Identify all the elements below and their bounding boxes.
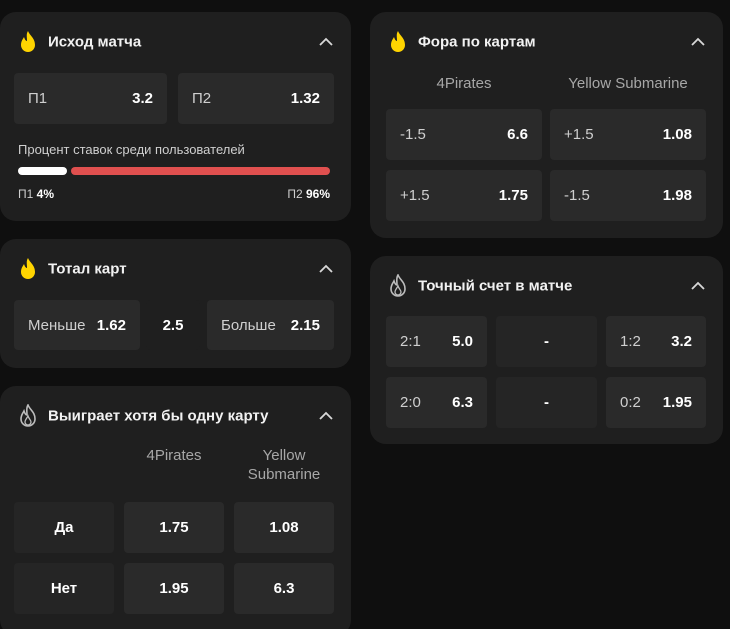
total-title: Тотал карт bbox=[48, 260, 127, 278]
exact-score-button[interactable]: 0:2 1.95 bbox=[606, 377, 706, 428]
total-under-button[interactable]: Меньше 1.62 bbox=[14, 300, 140, 350]
win-one-row-label: Да bbox=[14, 502, 114, 553]
exact-score-button[interactable]: 2:1 5.0 bbox=[386, 316, 487, 367]
handicap-card: Фора по картам 4Pirates Yellow Submarine… bbox=[370, 12, 723, 238]
exact-score-button[interactable]: 1:2 3.2 bbox=[606, 316, 706, 367]
total-under-label: Меньше bbox=[28, 316, 86, 334]
p2-percent-label: П2 96% bbox=[287, 187, 330, 201]
chevron-up-icon[interactable] bbox=[691, 281, 705, 291]
win-one-team1-header: 4Pirates bbox=[146, 447, 202, 464]
total-card: Тотал карт Меньше 1.62 2.5 Больше 2.15 bbox=[0, 239, 351, 368]
outcome-p1-odd: 3.2 bbox=[132, 90, 153, 107]
handicap-team2-header: Yellow Submarine bbox=[568, 75, 688, 92]
total-over-odd: 2.15 bbox=[290, 316, 320, 334]
win-one-team2-header: Yellow Submarine bbox=[247, 447, 321, 483]
total-header[interactable]: Тотал карт bbox=[0, 239, 351, 299]
win-one-row-label: Нет bbox=[14, 563, 114, 614]
outcome-p1-button[interactable]: П1 3.2 bbox=[14, 73, 167, 124]
chevron-up-icon[interactable] bbox=[319, 37, 333, 47]
flame-icon bbox=[391, 31, 405, 52]
outcome-card: Исход матча П1 3.2 П2 1.32 Процент ставо… bbox=[0, 12, 351, 221]
chevron-up-icon[interactable] bbox=[691, 37, 705, 47]
handicap-odd-button[interactable]: -1.5 6.6 bbox=[386, 109, 542, 160]
exact-score-card: Точный счет в матче 2:1 5.0 - 1:2 3.2 2:0 6… bbox=[370, 256, 723, 444]
total-over-button[interactable]: Больше 2.15 bbox=[207, 300, 334, 350]
outcome-p2-button[interactable]: П2 1.32 bbox=[178, 73, 334, 124]
p1-percent-value: 4% bbox=[36, 187, 54, 201]
total-line-value: 2.5 bbox=[162, 316, 184, 334]
p2-percent-bar bbox=[71, 167, 330, 175]
win-one-card: Выиграет хотя бы одну карту 4Pirates Yel… bbox=[0, 386, 351, 629]
win-one-odd-button[interactable]: 6.3 bbox=[234, 563, 334, 614]
exact-score-title: Точный счет в матче bbox=[418, 277, 573, 295]
outcome-p1-label: П1 bbox=[28, 90, 48, 107]
exact-score-header[interactable]: Точный счет в матче bbox=[370, 256, 723, 316]
handicap-odd-button[interactable]: +1.5 1.08 bbox=[550, 109, 706, 160]
win-one-odd-button[interactable]: 1.08 bbox=[234, 502, 334, 553]
flame-outline-icon bbox=[390, 274, 406, 297]
flame-icon bbox=[21, 31, 35, 52]
total-line: 2.5 bbox=[146, 300, 200, 350]
outcome-title: Исход матча bbox=[48, 33, 142, 51]
total-under-odd: 1.62 bbox=[96, 316, 126, 334]
outcome-header[interactable]: Исход матча bbox=[0, 12, 351, 72]
handicap-title: Фора по картам bbox=[418, 33, 536, 51]
win-one-title: Выиграет хотя бы одну карту bbox=[48, 407, 269, 425]
win-one-header[interactable]: Выиграет хотя бы одну карту bbox=[0, 386, 351, 446]
flame-icon bbox=[21, 258, 35, 279]
handicap-odd-button[interactable]: -1.5 1.98 bbox=[550, 170, 706, 221]
win-one-odd-button[interactable]: 1.75 bbox=[124, 502, 224, 553]
chevron-up-icon[interactable] bbox=[319, 411, 333, 421]
exact-score-empty: - bbox=[496, 377, 597, 428]
outcome-p2-label: П2 bbox=[192, 90, 212, 107]
handicap-header[interactable]: Фора по картам bbox=[370, 12, 723, 72]
p1-percent-label: П1 4% bbox=[18, 187, 54, 201]
outcome-p2-odd: 1.32 bbox=[290, 90, 320, 107]
p1-percent-bar bbox=[18, 167, 67, 175]
handicap-odd-button[interactable]: +1.5 1.75 bbox=[386, 170, 542, 221]
exact-score-button[interactable]: 2:0 6.3 bbox=[386, 377, 487, 428]
chevron-up-icon[interactable] bbox=[319, 264, 333, 274]
exact-score-empty: - bbox=[496, 316, 597, 367]
flame-outline-icon bbox=[20, 404, 36, 427]
handicap-team1-header: 4Pirates bbox=[436, 75, 492, 92]
win-one-odd-button[interactable]: 1.95 bbox=[124, 563, 224, 614]
bets-percent-title: Процент ставок среди пользователей bbox=[18, 142, 245, 157]
p2-percent-value: 96% bbox=[305, 187, 330, 201]
total-over-label: Больше bbox=[221, 316, 276, 334]
